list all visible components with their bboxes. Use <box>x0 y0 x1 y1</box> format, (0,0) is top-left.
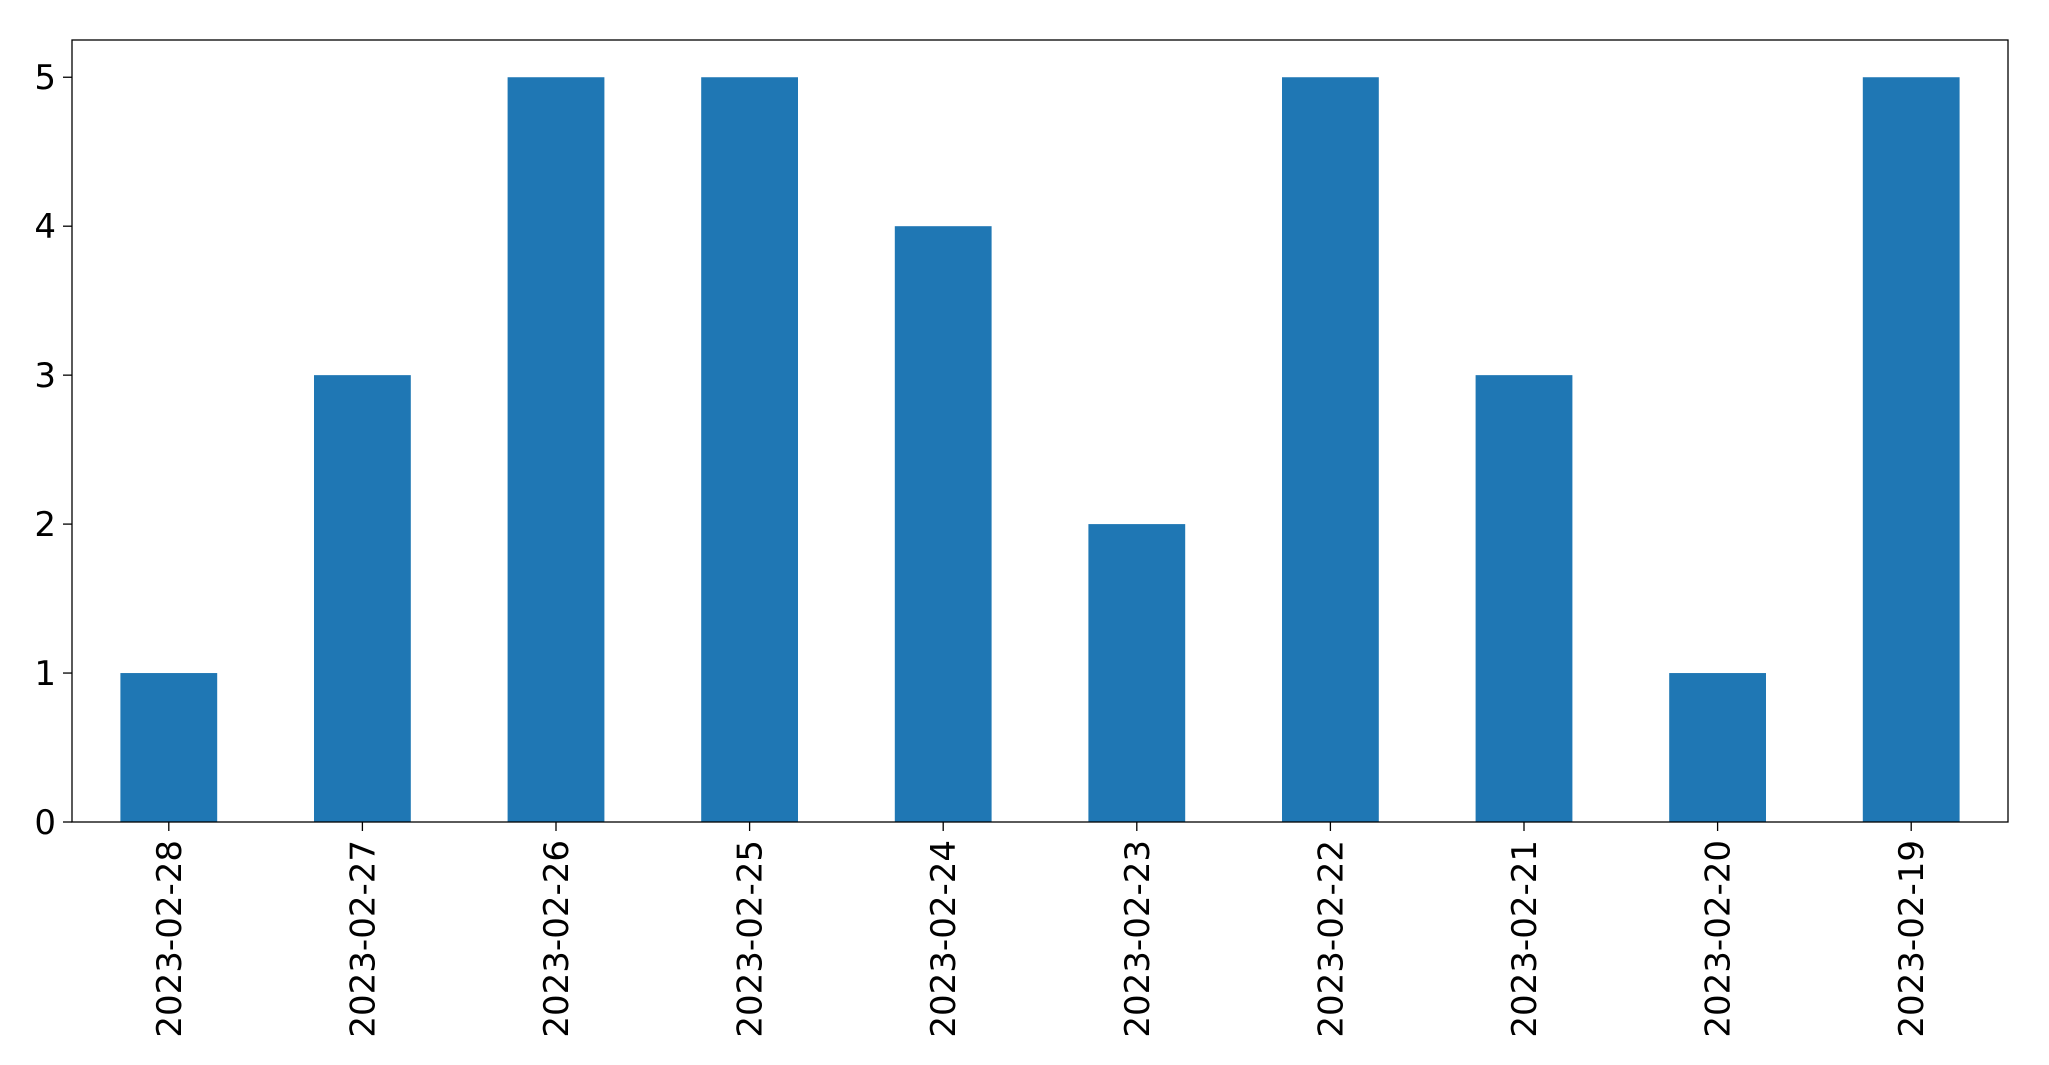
bar <box>120 673 218 822</box>
x-tick-label: 2023-02-22 <box>1311 840 1351 1038</box>
x-tick-label: 2023-02-19 <box>1892 840 1932 1038</box>
x-tick-label: 2023-02-23 <box>1118 840 1158 1038</box>
x-tick-label: 2023-02-21 <box>1505 840 1545 1038</box>
x-tick-label: 2023-02-27 <box>343 840 383 1038</box>
bar <box>701 77 798 822</box>
bar <box>314 375 411 822</box>
y-tick-label: 2 <box>34 505 56 545</box>
x-tick-label: 2023-02-26 <box>537 840 577 1038</box>
x-tick-label: 2023-02-28 <box>150 840 190 1038</box>
x-tick-label: 2023-02-20 <box>1699 840 1739 1038</box>
y-tick-label: 4 <box>34 207 56 247</box>
bar <box>1669 673 1766 822</box>
plot-frame <box>71 39 2009 823</box>
bar <box>507 77 605 822</box>
bar <box>1282 77 1379 822</box>
x-tick-label: 2023-02-24 <box>924 840 964 1038</box>
x-tick-label: 2023-02-25 <box>731 840 771 1038</box>
y-tick-label: 5 <box>34 58 56 98</box>
bar <box>1862 77 1960 822</box>
bar <box>1088 524 1186 822</box>
bar <box>1475 375 1573 822</box>
bar <box>894 226 992 822</box>
y-tick-label: 0 <box>34 803 56 843</box>
y-tick-label: 1 <box>34 654 56 694</box>
y-tick-label: 3 <box>34 356 56 396</box>
